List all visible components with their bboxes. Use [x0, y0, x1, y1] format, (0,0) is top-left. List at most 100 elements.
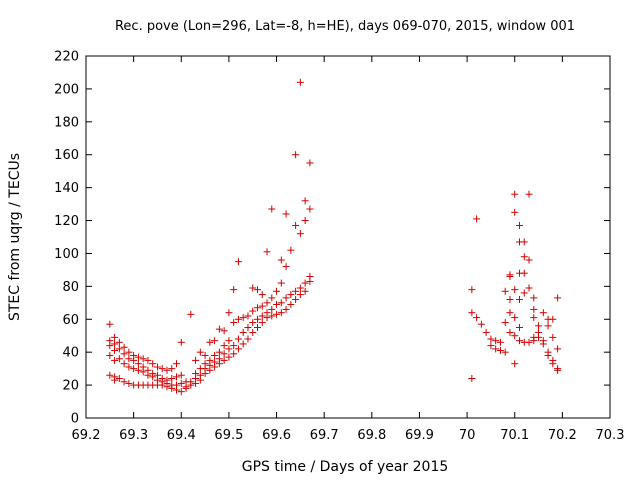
data-point [554, 366, 562, 374]
data-point [277, 299, 285, 307]
y-tick-label: 180 [54, 115, 79, 130]
data-point [253, 304, 261, 312]
data-point [268, 305, 276, 313]
data-point [120, 360, 128, 368]
data-point [296, 291, 304, 299]
data-point [554, 294, 562, 302]
data-point [492, 345, 500, 353]
data-point [120, 350, 128, 358]
data-point [220, 342, 228, 350]
data-point [515, 324, 523, 331]
data-point [501, 287, 509, 295]
y-tick-label: 140 [54, 181, 79, 196]
data-point [292, 296, 300, 304]
data-point [106, 371, 114, 379]
data-point [468, 286, 476, 294]
data-point [511, 332, 519, 340]
x-tick-label: 69.6 [262, 428, 291, 443]
data-point [234, 345, 242, 353]
data-point [258, 291, 266, 299]
data-point [230, 286, 238, 294]
data-point [287, 300, 295, 308]
data-point [544, 322, 552, 330]
data-point [301, 279, 309, 287]
data-point [468, 375, 476, 383]
data-point [106, 342, 114, 350]
data-point [153, 363, 161, 371]
data-point [525, 190, 533, 198]
data-point [515, 337, 523, 345]
y-tick-label: 40 [62, 346, 79, 361]
data-point [192, 356, 200, 364]
x-tick-label: 70.2 [548, 428, 577, 443]
data-point [220, 350, 228, 358]
chart-title: Rec. pove (Lon=296, Lat=-8, h=HE), days … [115, 19, 575, 34]
data-point [301, 197, 309, 205]
data-point [268, 312, 276, 320]
data-point [292, 221, 300, 229]
data-point [244, 312, 252, 320]
data-point [244, 324, 252, 331]
data-point [173, 386, 181, 394]
data-point [225, 337, 233, 345]
data-point [296, 230, 304, 238]
data-point [263, 248, 271, 256]
data-point [177, 379, 185, 387]
data-point [177, 388, 185, 396]
data-point [287, 246, 295, 254]
data-point [268, 205, 276, 213]
data-point [106, 351, 114, 359]
data-point [149, 360, 157, 368]
data-point [492, 337, 500, 345]
y-tick-label: 60 [62, 313, 79, 328]
data-point [282, 263, 290, 271]
data-point [511, 190, 519, 198]
data-point [201, 351, 209, 359]
data-point [211, 363, 219, 371]
x-tick-label: 69.4 [167, 428, 196, 443]
data-point [506, 309, 514, 317]
y-tick-label: 220 [54, 50, 79, 65]
data-point [520, 269, 528, 277]
data-point [549, 360, 557, 368]
data-point [173, 373, 181, 381]
y-axis-ticks: 0 20 40 60 80 100 120 140 160 180 200 220 [54, 50, 610, 427]
y-tick-label: 200 [54, 82, 79, 97]
data-point [192, 379, 200, 387]
data-point [473, 215, 481, 223]
data-point [549, 315, 557, 323]
data-point [196, 348, 204, 356]
data-point [530, 314, 538, 322]
x-tick-label: 70 [459, 428, 476, 443]
data-point [520, 289, 528, 297]
y-tick-label: 20 [62, 379, 79, 394]
x-tick-label: 70.1 [500, 428, 529, 443]
data-point [263, 314, 271, 322]
data-point [273, 310, 281, 318]
data-point [511, 208, 519, 216]
data-point [206, 366, 214, 374]
data-point [163, 383, 171, 391]
data-point [292, 151, 300, 159]
data-point [134, 360, 142, 368]
data-point [525, 284, 533, 292]
y-tick-label: 0 [71, 412, 79, 427]
x-tick-label: 69.8 [357, 428, 386, 443]
data-point [230, 350, 238, 358]
data-point [282, 294, 290, 302]
y-tick-label: 160 [54, 148, 79, 163]
data-point [168, 384, 176, 392]
data-point [477, 320, 485, 328]
data-point [511, 314, 519, 322]
data-point [539, 340, 547, 348]
data-point [230, 342, 238, 350]
data-point [273, 300, 281, 308]
data-point [301, 217, 309, 225]
data-point [234, 335, 242, 343]
data-point [306, 205, 314, 213]
data-point [220, 356, 228, 364]
data-point [487, 335, 495, 343]
data-point [515, 221, 523, 229]
data-point [258, 302, 266, 310]
data-point [554, 345, 562, 353]
